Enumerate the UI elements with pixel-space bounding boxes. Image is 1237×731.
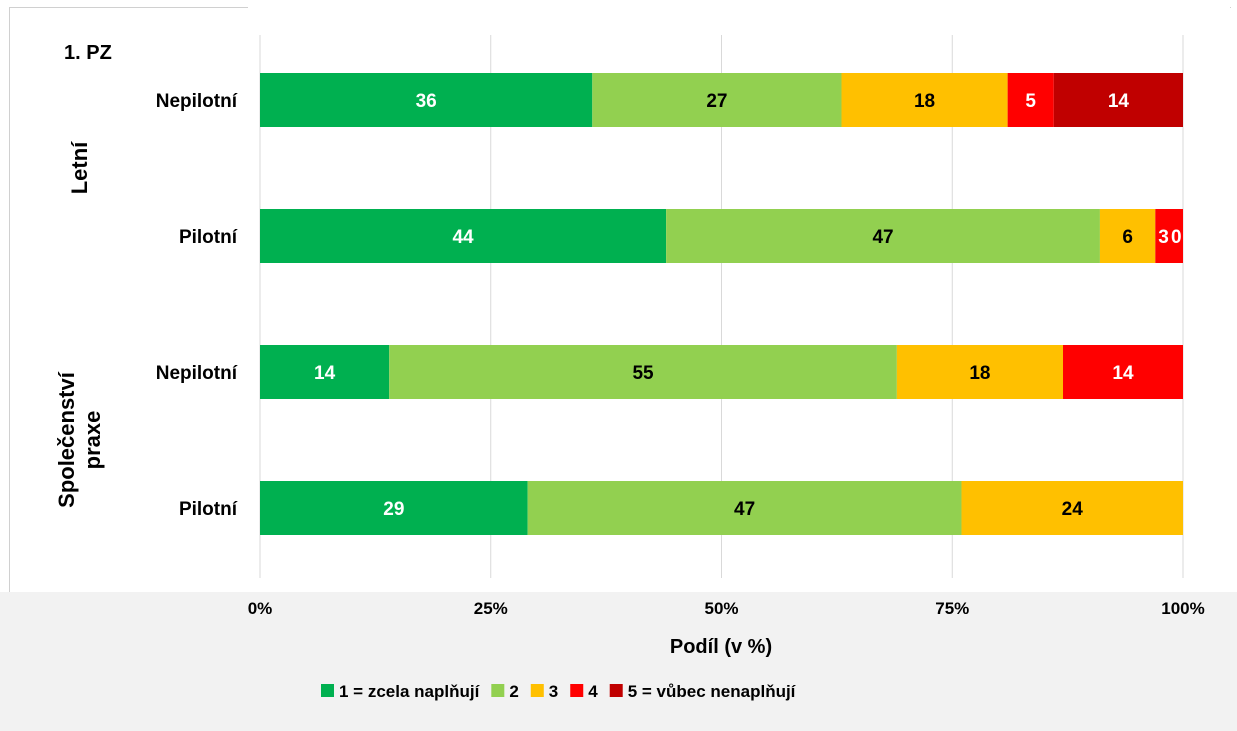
- x-tick-label: 25%: [474, 599, 508, 618]
- legend-swatch: [530, 684, 544, 697]
- data-label: 18: [969, 363, 990, 384]
- data-label: 44: [452, 227, 474, 248]
- group-label: Společenství: [54, 371, 79, 508]
- legend-swatch: [491, 684, 505, 697]
- legend-label: 2: [509, 682, 518, 701]
- data-label: 14: [314, 363, 336, 384]
- x-tick-label: 50%: [704, 599, 738, 618]
- legend-label: 4: [588, 682, 598, 701]
- data-label: 24: [1062, 499, 1084, 520]
- data-label: 47: [734, 499, 755, 520]
- data-label: 14: [1112, 363, 1134, 384]
- bar-segment: [592, 73, 842, 127]
- data-label: 55: [632, 363, 654, 384]
- bar-segment: [1063, 345, 1183, 399]
- data-label: 6: [1122, 227, 1133, 248]
- legend-swatch: [570, 684, 584, 697]
- group-labels: Letní Společenství praxe: [54, 141, 105, 508]
- x-tick-label: 75%: [935, 599, 969, 618]
- category-label: Pilotní: [179, 499, 238, 520]
- bar-segment: [961, 481, 1183, 535]
- x-tick-label: 100%: [1161, 599, 1204, 618]
- legend-label: 3: [549, 682, 558, 701]
- group-label: praxe: [80, 411, 105, 470]
- bar-segment: [666, 209, 1100, 263]
- data-label: 0: [1171, 227, 1182, 248]
- legend-label: 1 = zcela naplňují: [339, 682, 481, 701]
- category-labels: Nepilotní Pilotní Nepilotní Pilotní: [156, 91, 238, 520]
- bar-segment: [896, 345, 1064, 399]
- panel-label: 1. PZ: [64, 42, 112, 64]
- bars: 36 27 18 5 14 44 47 6 3 0 14 55 18 14 29 47 24: [260, 73, 1183, 535]
- category-label: Pilotní: [179, 227, 238, 248]
- group-label: Letní: [67, 141, 92, 194]
- bar-segment: [527, 481, 962, 535]
- bar-segment: [260, 481, 528, 535]
- bar-segment: [1155, 209, 1183, 263]
- category-label: Nepilotní: [156, 91, 238, 112]
- category-label: Nepilotní: [156, 363, 238, 384]
- legend-swatch: [321, 684, 334, 697]
- data-label: 47: [872, 227, 893, 248]
- data-label: 18: [914, 91, 935, 112]
- x-tick-labels: 0% 25% 50% 75% 100%: [248, 599, 1205, 618]
- legend-label: 5 = vůbec nenaplňují: [628, 682, 797, 701]
- bar-segment: [260, 209, 667, 263]
- bar-segment: [1007, 73, 1054, 127]
- legend: 1 = zcela naplňují 2 3 4 5 = vůbec nenaplňuj…: [321, 682, 797, 701]
- axis-area-background: [0, 592, 1237, 731]
- data-label: 5: [1025, 91, 1036, 112]
- data-label: 29: [383, 499, 404, 520]
- x-tick-label: 0%: [248, 599, 273, 618]
- data-label: 27: [706, 91, 727, 112]
- legend-swatch: [609, 684, 623, 697]
- data-label: 36: [416, 91, 437, 112]
- x-axis-title: Podíl (v %): [670, 636, 772, 658]
- bar-segment: [389, 345, 897, 399]
- data-label: 14: [1108, 91, 1130, 112]
- bar-segment: [1053, 73, 1183, 127]
- data-label: 3: [1158, 227, 1169, 248]
- bar-segment: [260, 73, 593, 127]
- bar-segment: [1099, 209, 1156, 263]
- bar-segment: [260, 345, 390, 399]
- bar-segment: [841, 73, 1008, 127]
